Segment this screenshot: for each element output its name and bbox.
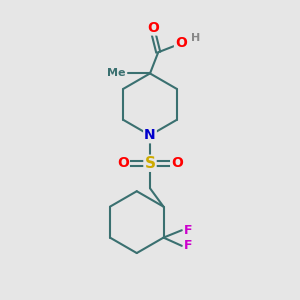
Text: O: O — [147, 20, 159, 34]
Text: N: N — [144, 128, 156, 142]
Text: O: O — [175, 35, 187, 50]
Text: O: O — [117, 156, 129, 170]
Text: Me: Me — [107, 68, 126, 78]
Text: O: O — [171, 156, 183, 170]
Text: S: S — [145, 156, 155, 171]
Text: H: H — [191, 32, 200, 43]
Text: F: F — [184, 224, 193, 237]
Text: F: F — [184, 239, 193, 252]
